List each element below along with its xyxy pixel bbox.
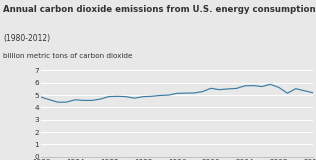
Text: Annual carbon dioxide emissions from U.S. energy consumption: Annual carbon dioxide emissions from U.S… [3,5,316,14]
Text: billion metric tons of carbon dioxide: billion metric tons of carbon dioxide [3,53,133,59]
Text: (1980-2012): (1980-2012) [3,34,50,43]
